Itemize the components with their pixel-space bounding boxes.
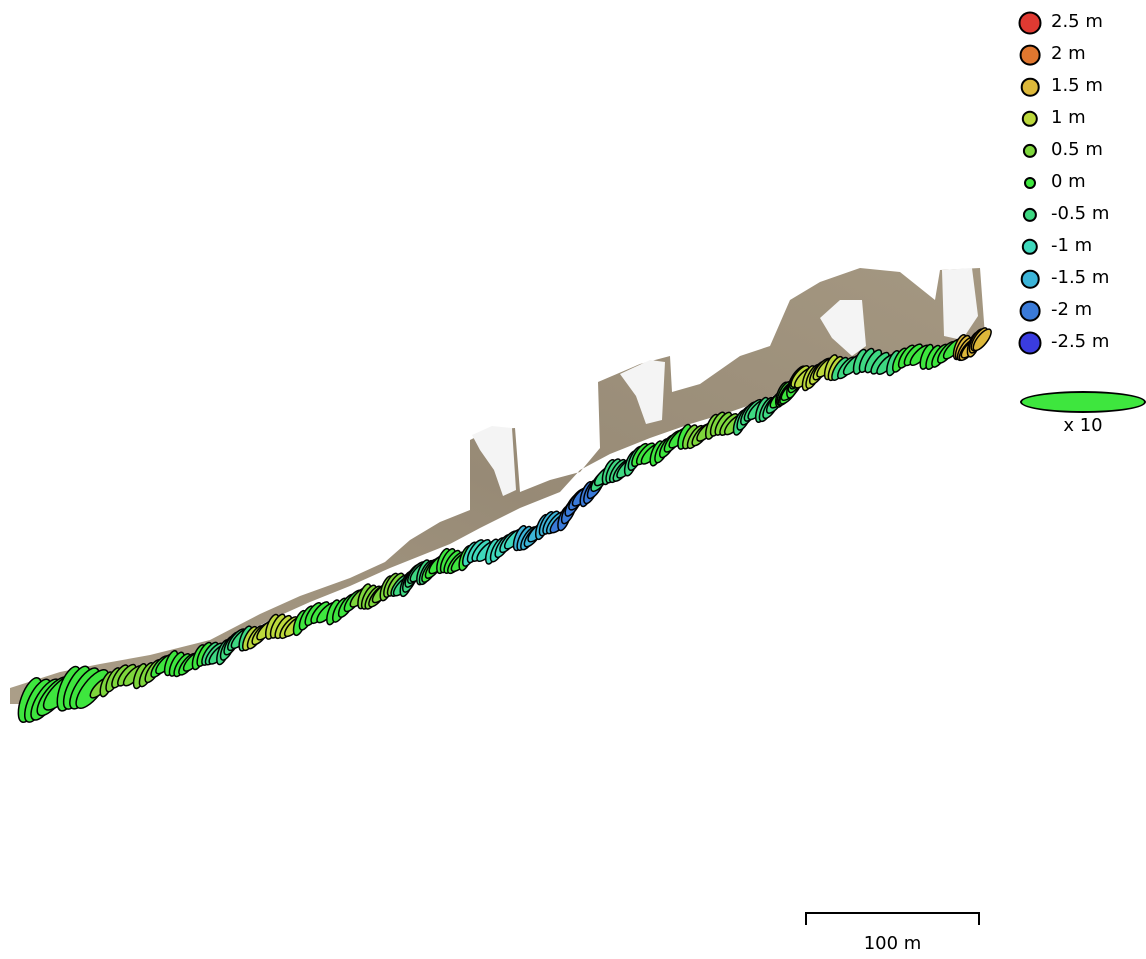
legend-item: -2 m [1016,295,1144,327]
legend-label: 0.5 m [1051,139,1103,160]
legend-swatch [1021,110,1039,128]
legend-swatch [1020,269,1040,289]
terrain-strip [10,268,985,704]
legend-swatch [1021,238,1039,256]
snow-patch [472,426,516,496]
legend-swatch [1018,11,1042,35]
legend-label: -1.5 m [1051,267,1110,288]
legend-item: 1 m [1016,103,1144,135]
error-legend: 2.5 m 2 m 1.5 m 1 m 0.5 m 0 m -0.5 m -1 m -1.5 m… [1016,7,1144,359]
scalebar-label: 100 m [863,933,922,954]
snow-patch [620,360,665,424]
legend-item: -2.5 m [1016,327,1144,359]
legend-label: -2.5 m [1051,331,1110,352]
legend-item: 2 m [1016,39,1144,71]
legend-label: 1 m [1051,107,1086,128]
legend-label: -2 m [1051,299,1093,320]
snow-patch [942,268,978,340]
camera-markers [17,327,992,723]
legend-label: 0 m [1051,171,1086,192]
legend-label: 2.5 m [1051,11,1103,32]
legend-swatch [1020,77,1040,97]
legend-item: 1.5 m [1016,71,1144,103]
snow-patch [820,300,866,356]
legend-swatch [1019,44,1041,66]
legend-item: -0.5 m [1016,199,1144,231]
legend-label: -0.5 m [1051,203,1110,224]
legend-swatch [1024,177,1036,189]
legend-item: 0.5 m [1016,135,1144,167]
legend-item: 0 m [1016,167,1144,199]
legend-item: -1 m [1016,231,1144,263]
legend-swatch [1018,331,1042,355]
legend-label: 2 m [1051,43,1086,64]
legend-swatch [1022,143,1038,159]
ellipse-scale-label: x 10 [1063,415,1103,436]
legend-swatch [1019,300,1041,322]
legend-swatch [1022,207,1038,223]
legend-label: 1.5 m [1051,75,1103,96]
ellipse-scale-swatch [1020,391,1146,413]
camera-error-ellipse [972,328,992,352]
distance-scalebar [805,912,980,925]
legend-label: -1 m [1051,235,1093,256]
legend-item: -1.5 m [1016,263,1144,295]
legend-item: 2.5 m [1016,7,1144,39]
terrain-orthomosaic [10,268,985,704]
